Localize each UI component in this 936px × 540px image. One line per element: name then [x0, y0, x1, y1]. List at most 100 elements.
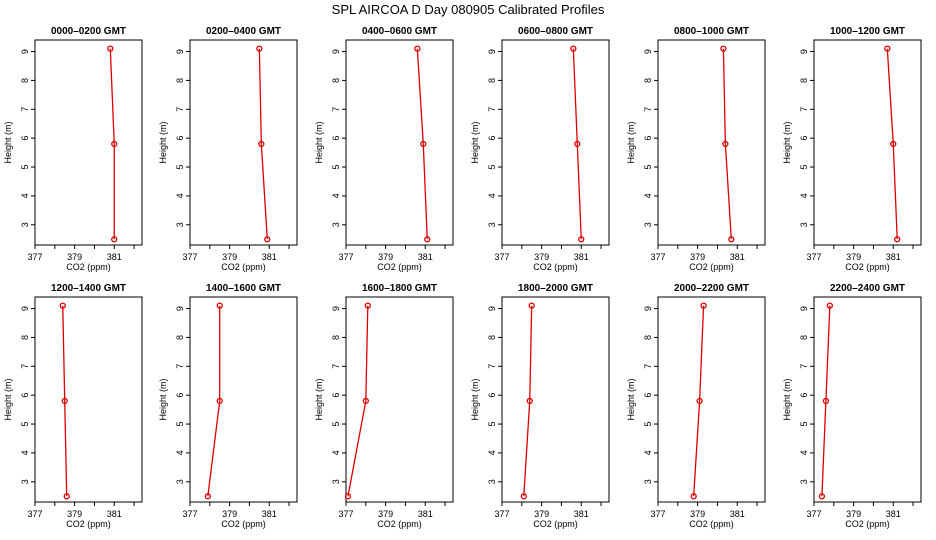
y-axis-label: Height (m): [158, 378, 168, 420]
x-tick-label: 381: [574, 252, 589, 262]
y-tick-label: 4: [799, 193, 809, 198]
y-tick-label: 8: [331, 335, 341, 340]
profile-line: [886, 48, 898, 240]
data-point: [256, 45, 263, 52]
y-tick-label: 7: [20, 107, 30, 112]
data-point: [570, 45, 577, 52]
x-tick-label: 379: [67, 252, 82, 262]
y-tick-label: 7: [643, 107, 653, 112]
y-axis-label: Height (m): [158, 121, 168, 163]
panel-title: 0400–0600 GMT: [362, 26, 437, 37]
data-point: [420, 140, 427, 148]
y-tick-label: 5: [643, 422, 653, 427]
data-point: [720, 45, 727, 52]
data-point: [216, 302, 223, 309]
x-tick-label: 381: [574, 509, 589, 519]
y-tick-label: 9: [643, 306, 653, 311]
profile-line: [347, 305, 369, 497]
x-tick-label: 381: [730, 509, 745, 519]
y-tick-label: 9: [799, 306, 809, 311]
data-point: [364, 302, 371, 309]
y-tick-label: 7: [487, 364, 497, 369]
x-tick-label: 377: [806, 509, 821, 519]
x-tick-label: 381: [418, 252, 433, 262]
x-axis-label: CO2 (ppm): [377, 262, 422, 272]
data-point: [690, 493, 697, 500]
x-tick-label: 381: [262, 252, 277, 262]
data-point: [722, 140, 729, 148]
x-tick-label: 379: [67, 509, 82, 519]
x-tick-label: 379: [222, 509, 237, 519]
y-tick-label: 3: [487, 479, 497, 484]
data-point: [520, 493, 527, 500]
y-tick-label: 5: [799, 422, 809, 427]
y-tick-label: 3: [643, 222, 653, 227]
y-tick-label: 9: [331, 49, 341, 54]
x-tick-label: 379: [690, 252, 705, 262]
y-tick-label: 7: [20, 364, 30, 369]
y-tick-label: 9: [175, 49, 185, 54]
panel-title: 0200–0400 GMT: [206, 26, 281, 37]
x-tick-label: 377: [182, 509, 197, 519]
y-tick-label: 3: [643, 479, 653, 484]
y-tick-label: 5: [331, 422, 341, 427]
plot-frame: [189, 39, 298, 246]
page-title: SPL AIRCOA D Day 080905 Calibrated Profi…: [331, 2, 605, 17]
x-axis-label: CO2 (ppm): [689, 519, 734, 529]
profile-line: [207, 305, 221, 497]
data-point: [728, 236, 735, 243]
y-tick-label: 3: [175, 479, 185, 484]
plot-frame: [657, 296, 766, 503]
y-tick-label: 6: [799, 393, 809, 398]
y-tick-label: 6: [331, 393, 341, 398]
y-axis-label: Height (m): [782, 378, 792, 420]
y-tick-label: 4: [331, 193, 341, 198]
x-tick-label: 381: [730, 252, 745, 262]
profile-line: [821, 305, 831, 497]
plot-frame: [501, 296, 610, 503]
y-tick-label: 8: [799, 78, 809, 83]
y-tick-label: 4: [487, 193, 497, 198]
data-point: [696, 397, 703, 405]
data-point: [700, 302, 707, 309]
y-axis-label: Height (m): [3, 378, 13, 420]
y-tick-label: 4: [799, 450, 809, 455]
data-point: [884, 45, 891, 52]
x-axis-label: CO2 (ppm): [845, 519, 890, 529]
x-tick-label: 381: [418, 509, 433, 519]
data-point: [59, 302, 66, 309]
y-axis-label: Height (m): [3, 121, 13, 163]
plot-frame: [501, 39, 610, 246]
y-tick-label: 3: [799, 222, 809, 227]
x-tick-label: 377: [806, 252, 821, 262]
y-tick-label: 3: [487, 222, 497, 227]
panel-title: 2000–2200 GMT: [674, 283, 749, 294]
data-point: [216, 397, 223, 405]
x-tick-label: 379: [378, 252, 393, 262]
x-tick-label: 381: [262, 509, 277, 519]
x-tick-label: 377: [27, 252, 42, 262]
y-tick-label: 5: [175, 422, 185, 427]
plot-frame: [345, 39, 454, 246]
x-tick-label: 379: [534, 509, 549, 519]
panel-title: 1400–1600 GMT: [206, 283, 281, 294]
x-tick-label: 377: [182, 252, 197, 262]
x-tick-label: 377: [494, 509, 509, 519]
y-tick-label: 8: [331, 78, 341, 83]
profile-line: [416, 48, 428, 240]
y-tick-label: 6: [643, 393, 653, 398]
y-tick-label: 9: [331, 306, 341, 311]
plot-frame: [813, 296, 922, 503]
data-point: [258, 140, 265, 148]
profile-line: [62, 305, 68, 497]
y-tick-label: 3: [799, 479, 809, 484]
x-axis-label: CO2 (ppm): [66, 262, 111, 272]
data-point: [204, 493, 211, 500]
profile-line: [258, 48, 268, 240]
